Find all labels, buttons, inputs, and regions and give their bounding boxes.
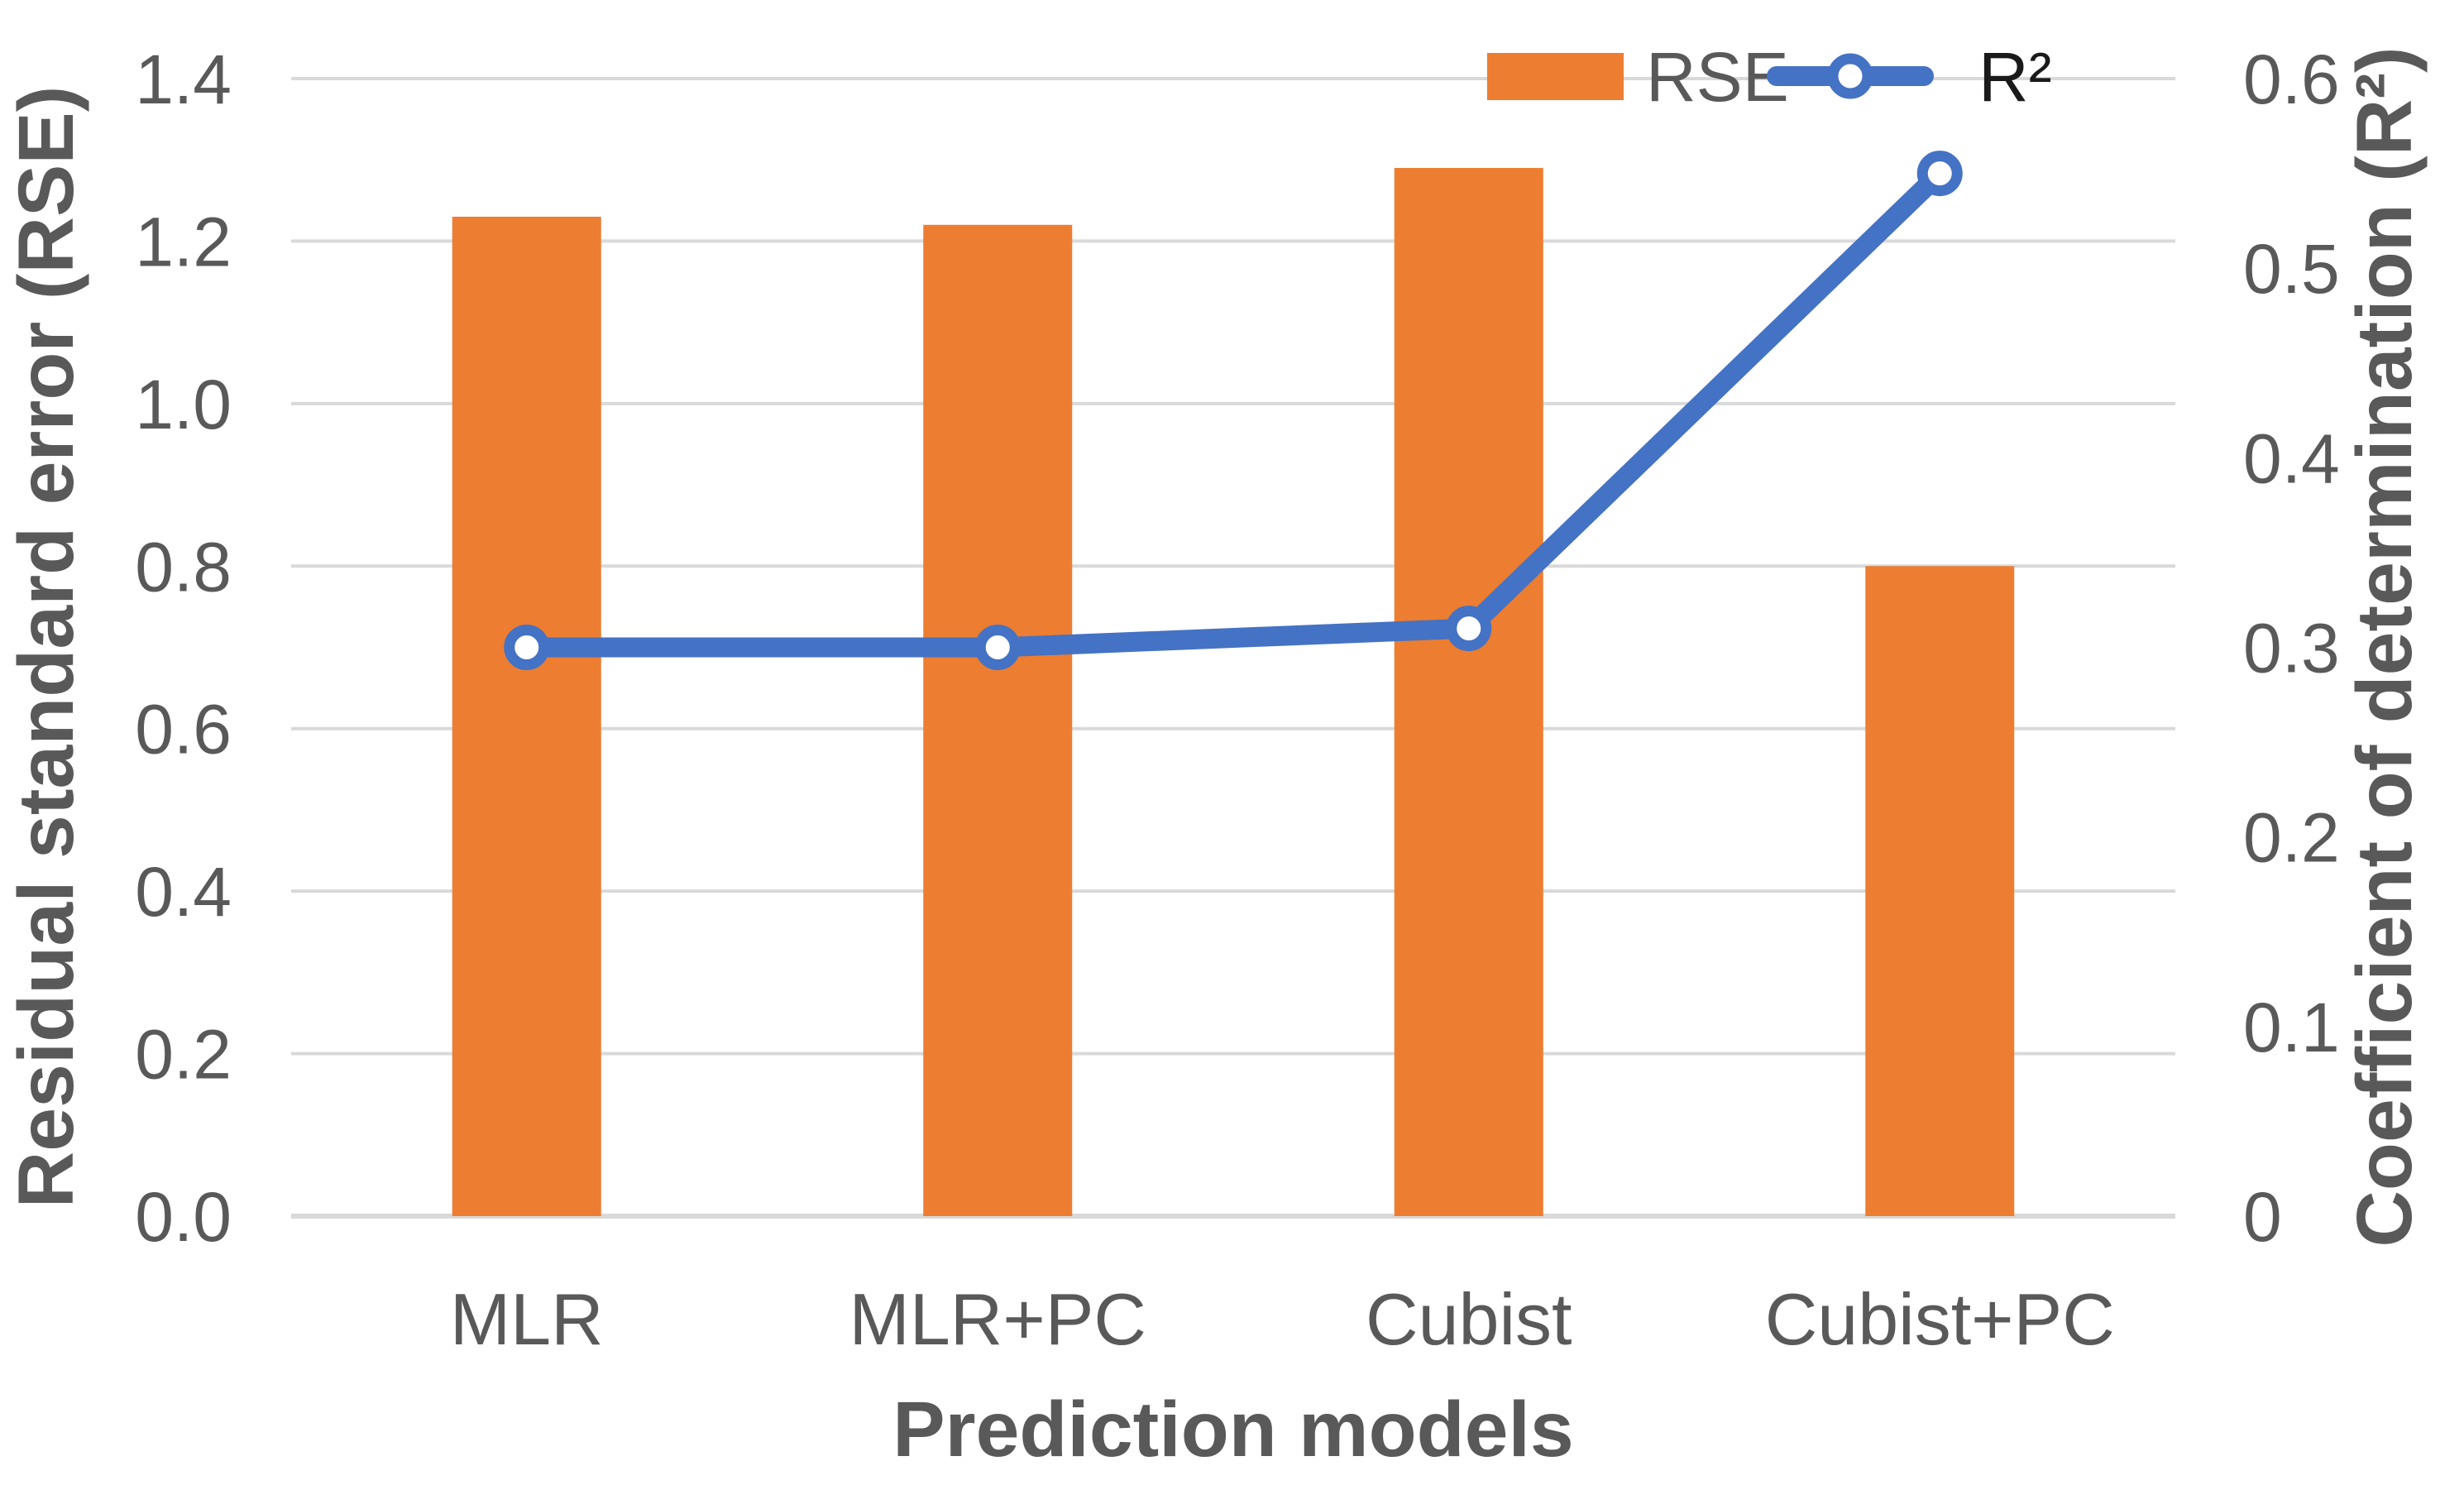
legend-r2-label: R² (1978, 38, 2052, 116)
left-tick-label: 1.2 (135, 203, 232, 280)
legend: RSE R² (1487, 38, 2052, 116)
legend-rse-swatch-icon (1487, 53, 1624, 100)
x-axis-category-labels: MLR MLR+PC Cubist Cubist+PC (450, 1278, 2115, 1360)
right-axis-title: Coefficient of determination (R²) (2341, 46, 2428, 1247)
r2-marker-mlr (504, 625, 550, 670)
right-tick-label: 0.5 (2243, 230, 2340, 308)
legend-rse-label: RSE (1646, 38, 1789, 116)
r2-line (516, 163, 1950, 658)
r2-marker-cubist (1446, 606, 1492, 652)
r2-marker-cubist+pc (1916, 151, 1963, 197)
category-label-cubist: Cubist (1366, 1278, 1572, 1360)
bar-cubist+pc (1865, 566, 2015, 1216)
right-tick-label: 0.4 (2243, 419, 2340, 497)
right-tick-label: 0.6 (2243, 41, 2340, 118)
right-tick-label: 0.3 (2243, 610, 2340, 687)
right-axis-tick-labels: 0 0.1 0.2 0.3 0.4 0.5 0.6 (2243, 41, 2340, 1256)
category-label-cubist+pc: Cubist+PC (1765, 1278, 2115, 1360)
left-tick-label: 0.6 (135, 691, 232, 769)
left-axis-title: Residual standard error (RSE) (2, 86, 90, 1209)
left-tick-label: 0.8 (135, 528, 232, 606)
left-tick-label: 1.0 (135, 366, 232, 443)
bar-mlr (452, 216, 601, 1216)
category-label-mlr+pc: MLR+PC (849, 1278, 1146, 1360)
right-tick-label: 0 (2243, 1178, 2282, 1256)
gridlines (291, 77, 2175, 1219)
right-tick-label: 0.1 (2243, 989, 2340, 1066)
left-axis-tick-labels: 0.0 0.2 0.4 0.6 0.8 1.0 1.2 1.4 (135, 41, 232, 1256)
category-label-mlr: MLR (450, 1278, 604, 1360)
bar-series-rse (452, 168, 2015, 1217)
legend-r2-marker-icon (1827, 53, 1873, 99)
bar-cubist (1394, 168, 1543, 1216)
x-axis-title: Prediction models (892, 1386, 1574, 1473)
left-tick-label: 0.4 (135, 853, 232, 931)
r2-marker-mlr+pc (974, 625, 1021, 670)
line-series-r2 (504, 151, 1963, 670)
bar-mlr+pc (923, 224, 1073, 1217)
right-tick-label: 0.2 (2243, 799, 2340, 877)
left-tick-label: 1.4 (135, 41, 232, 118)
left-tick-label: 0.0 (135, 1178, 232, 1256)
left-tick-label: 0.2 (135, 1016, 232, 1094)
